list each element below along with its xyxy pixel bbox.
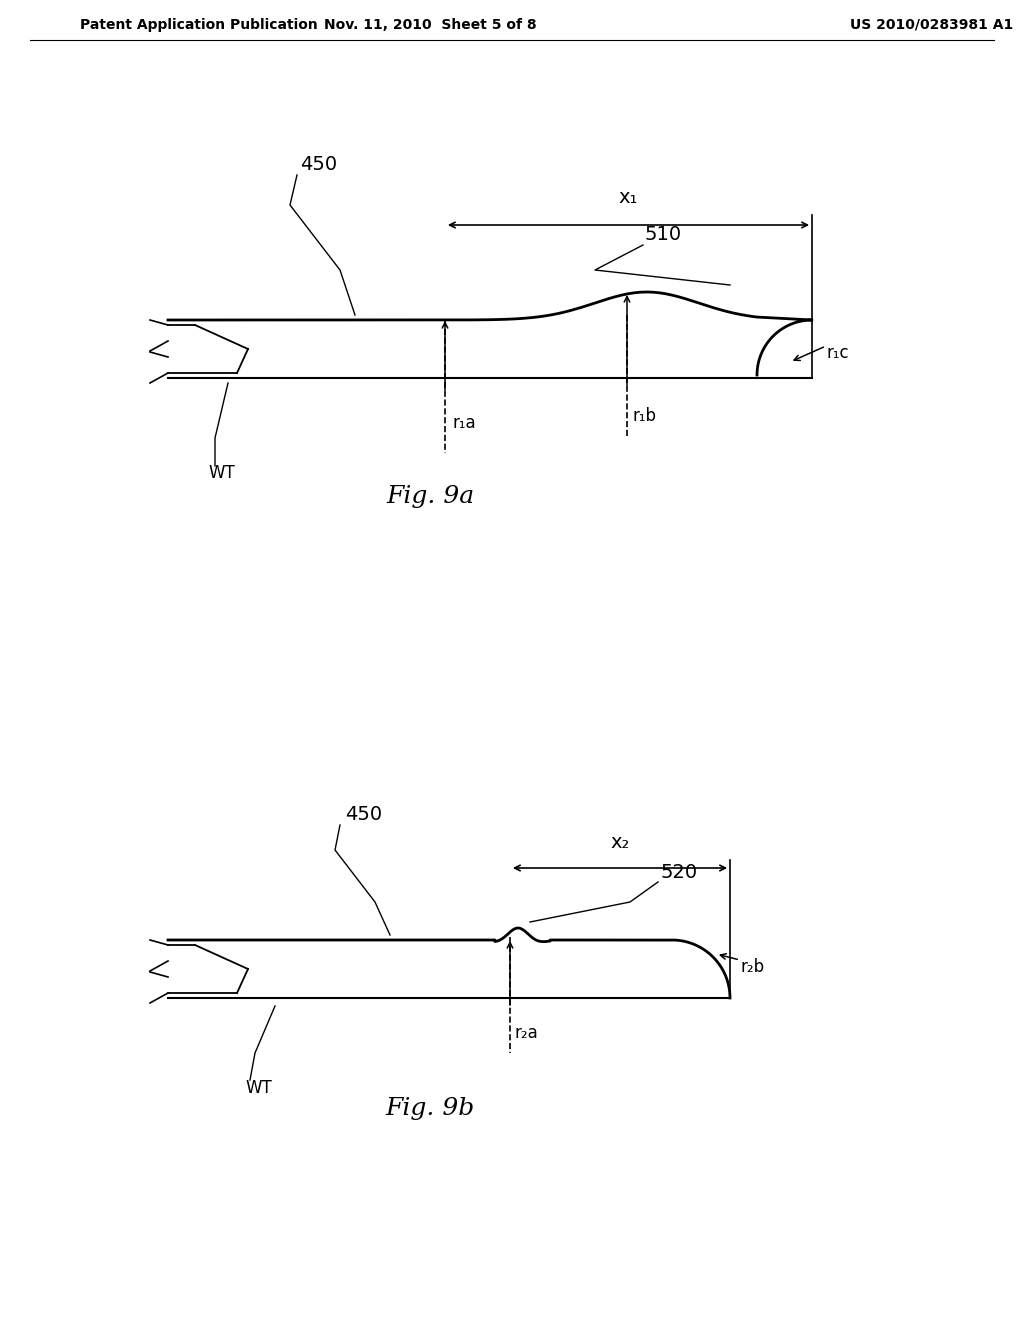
Text: 510: 510 [645,226,682,244]
Text: r₁b: r₁b [632,407,656,425]
Text: 450: 450 [300,156,337,174]
Text: WT: WT [245,1078,271,1097]
Text: r₂a: r₂a [515,1024,539,1041]
Text: r₁a: r₁a [453,414,476,432]
Text: Nov. 11, 2010  Sheet 5 of 8: Nov. 11, 2010 Sheet 5 of 8 [324,18,537,32]
Text: Fig. 9a: Fig. 9a [386,484,474,507]
Text: x₂: x₂ [610,833,630,851]
Text: r₂b: r₂b [741,958,765,975]
Text: US 2010/0283981 A1: US 2010/0283981 A1 [850,18,1014,32]
Text: r₁c: r₁c [827,345,850,362]
Text: x₁: x₁ [618,187,638,207]
Text: Fig. 9b: Fig. 9b [385,1097,475,1119]
Text: 450: 450 [345,805,382,825]
Text: 520: 520 [660,862,697,882]
Text: Patent Application Publication: Patent Application Publication [80,18,317,32]
Text: WT: WT [208,465,234,482]
